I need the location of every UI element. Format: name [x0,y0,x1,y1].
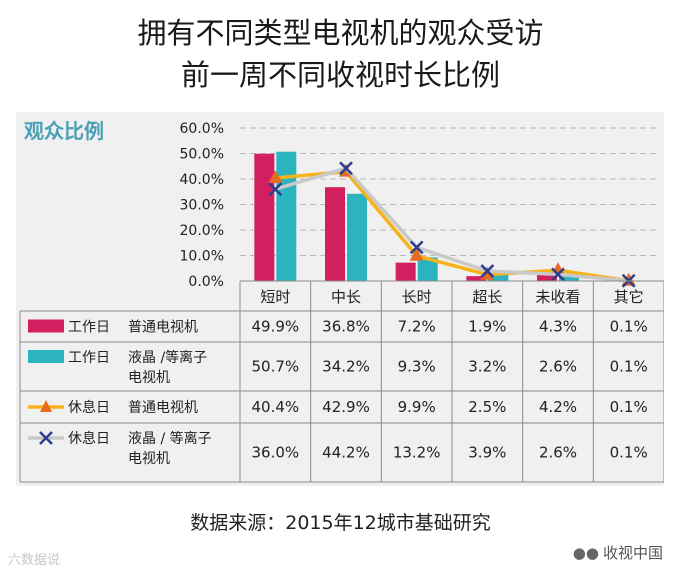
data-label: 36.8% [322,318,370,336]
category-label: 未收看 [535,288,580,306]
data-label: 2.6% [539,444,577,462]
line-weekend-lcd [274,166,629,283]
series-type-label-cont: 电视机 [128,370,170,386]
legend-marker-triangle [40,400,52,412]
data-label: 42.9% [322,398,370,416]
series-day-label: 休息日 [68,430,110,447]
series-day-label: 休息日 [68,399,110,416]
data-label: 2.6% [539,358,577,376]
series-day-label: 工作日 [68,350,110,366]
data-label: 9.3% [398,358,436,376]
data-label: 0.1% [610,358,648,376]
data-label: 3.2% [468,358,506,376]
data-label: 36.0% [252,444,300,462]
series-type-label-cont: 电视机 [128,451,170,467]
marker-x [409,240,424,255]
marker-x [339,161,353,176]
data-label: 0.1% [610,444,648,462]
data-label: 13.2% [393,444,441,462]
bar-workday-crt [325,187,345,281]
series-type-label: 液晶 / 等离子 [128,430,212,447]
data-label: 44.2% [322,444,370,462]
legend-marker-x [39,431,53,445]
chart-title-line2: 前一周不同收视时长比例 [180,58,500,92]
bar-workday-crt [466,276,487,281]
watermark-left: 六数据说 [8,553,61,568]
series-day-label: 工作日 [68,320,110,336]
watermark-right-text: 收视中国 [602,544,663,562]
bar-workday-lcd [559,274,579,281]
data-label: 7.2% [398,318,436,336]
data-label: 3.9% [468,444,506,462]
y-tick-label: 0.0% [188,274,224,290]
marker-triangle [268,169,283,183]
category-label: 短时 [260,288,290,306]
bar-workday-lcd [276,151,297,281]
legend-swatch [28,350,64,363]
y-tick-label: 30.0% [180,198,224,214]
bar-workday-lcd [417,257,438,281]
category-label: 长时 [402,288,432,306]
marker-x [268,182,283,197]
legend-swatch [28,319,64,333]
data-label: 0.1% [610,398,648,416]
data-label: 4.2% [539,398,577,416]
data-label: 2.5% [468,398,506,416]
bar-workday-crt [254,153,275,281]
series-type-label: 液晶 /等离子 [128,349,207,366]
watermark-right: ●● 收视中国 [573,542,663,563]
category-label: 中长 [331,288,361,306]
marker-x [551,267,565,282]
chart-title-line1: 拥有不同类型电视机的观众受访 [137,16,544,50]
chart-panel: 观众比例 60.0% 50.0% 40.0% 30.0% 20.0% 10.0% 0.0% 短时… [16,112,664,486]
category-label: 超长 [472,288,502,306]
marker-triangle [409,247,424,261]
data-label: 40.4% [252,398,300,416]
chart-svg: 观众比例 60.0% 50.0% 40.0% 30.0% 20.0% 10.0% 0.0% 短时… [19,119,664,483]
data-label: 9.9% [398,398,436,416]
y-tick-label: 20.0% [180,223,224,239]
data-label: 50.7% [252,358,300,376]
data-source: 数据来源：2015年12城市基础研究 [190,512,491,534]
y-axis-label: 观众比例 [24,119,104,143]
series-type-label: 普通电视机 [128,320,198,336]
bar-workday-lcd [347,193,367,281]
data-label: 4.3% [539,318,577,336]
marker-x [480,264,495,278]
data-label: 1.9% [468,318,506,336]
y-tick-label: 50.0% [180,147,224,163]
bar-workday-crt [395,262,416,281]
y-tick-label: 40.0% [180,172,224,188]
category-label: 其它 [614,288,644,306]
data-label: 0.1% [610,318,648,336]
y-tick-label: 10.0% [180,249,224,265]
marker-triangle [480,266,495,280]
wechat-icon: ●● [572,543,599,562]
y-tick-label: 60.0% [180,121,224,137]
data-label: 34.2% [322,358,370,376]
bar-workday-lcd [488,272,509,281]
data-label: 49.9% [252,318,300,336]
series-type-label: 普通电视机 [128,400,198,416]
